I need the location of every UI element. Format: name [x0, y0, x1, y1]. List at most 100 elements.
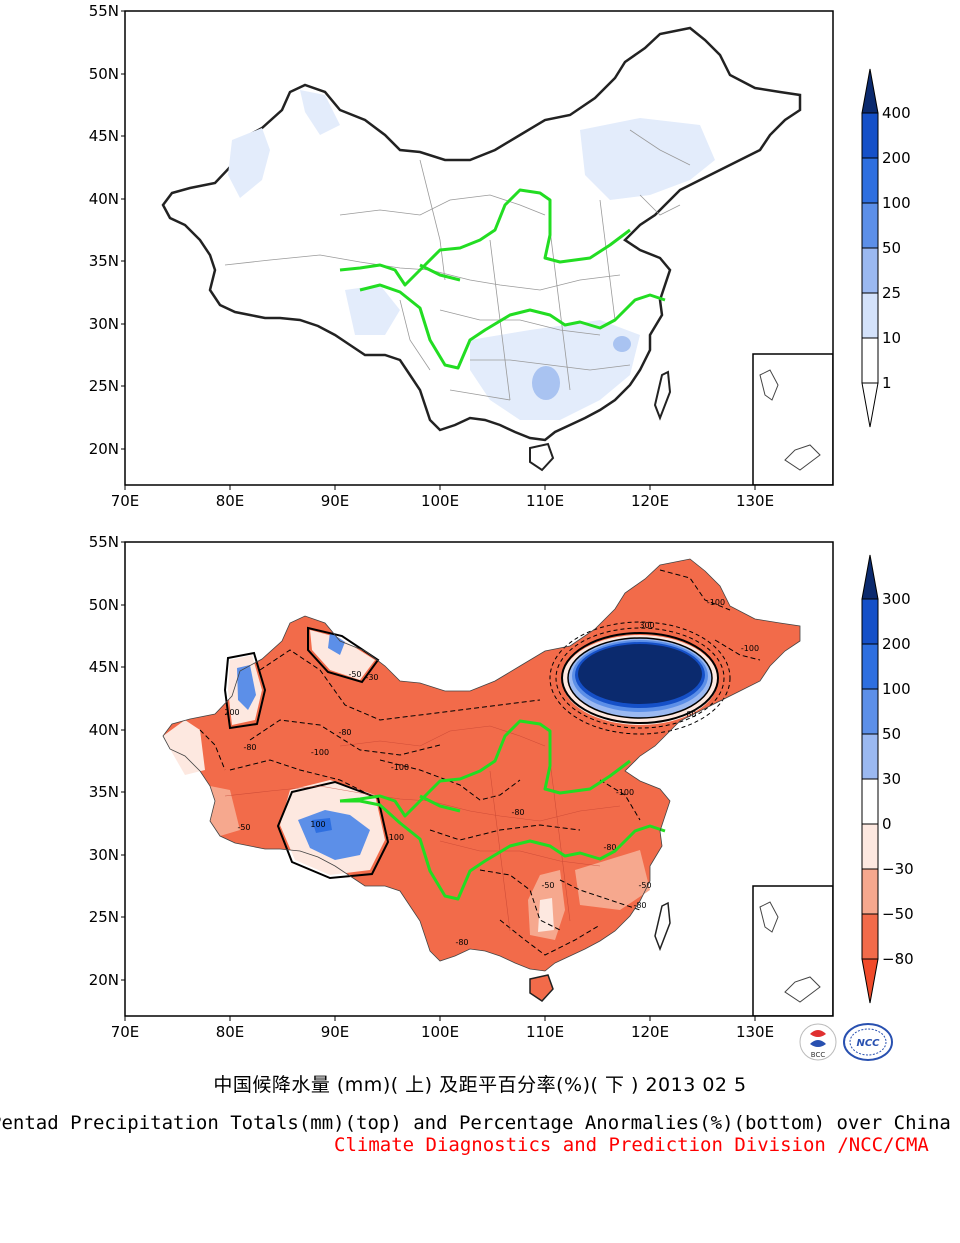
colorbar-segment [861, 823, 879, 870]
yellow-river [339, 188, 631, 287]
colorbar-segment [861, 913, 879, 960]
top-lon-label: 110E [526, 492, 564, 510]
colorbar-label: 25 [882, 284, 901, 302]
caption-organization: Climate Diagnostics and Prediction Divis… [334, 1134, 929, 1156]
bottom-lon-label: 130E [736, 1023, 774, 1041]
bottom-lat-axis: 55N 50N 45N 40N 35N 30N 25N 20N [89, 533, 119, 989]
colorbar-segment [861, 733, 879, 780]
bottom-lat-label: 35N [89, 783, 119, 801]
rivers [339, 719, 666, 901]
caption-chinese: 中国候降水量 (mm)( 上) 及距平百分率(%)( 下 ) 2013 02 5 [213, 1074, 747, 1096]
colorbar-segment [861, 688, 879, 735]
colorbar-label: 50 [882, 239, 901, 257]
china-outline [162, 558, 801, 972]
anomaly-light [163, 630, 650, 940]
bottom-lat-label: 30N [89, 846, 119, 864]
top-lon-label: 100E [421, 492, 459, 510]
contour-label: -50 [348, 670, 361, 679]
contour-label: -50 [541, 881, 554, 890]
colorbar-bottom-arrow [861, 958, 879, 1004]
colorbar-label: −50 [882, 905, 914, 923]
top-lat-label: 45N [89, 127, 119, 145]
colorbar-segment [861, 598, 879, 645]
top-lat-label: 40N [89, 190, 119, 208]
top-lat-label: 20N [89, 440, 119, 458]
bottom-map-frame [124, 541, 834, 1017]
colorbar-bottom-arrow [861, 382, 879, 428]
yangtze-river [340, 799, 666, 901]
colorbar-label: 200 [882, 149, 911, 167]
contour-label: 300 [639, 621, 654, 630]
top-lat-axis: 55N 50N 45N 40N 35N 30N 25N 20N [89, 2, 119, 458]
colorbar-label: 400 [882, 104, 911, 122]
bottom-lat-label: 40N [89, 721, 119, 739]
bottom-inset-box [752, 885, 833, 1016]
bottom-lon-label: 90E [321, 1023, 350, 1041]
china-anomaly-fill [163, 559, 800, 971]
bottom-lon-label: 100E [421, 1023, 459, 1041]
bottom-lat-label: 50N [89, 596, 119, 614]
top-precip-shading [228, 90, 715, 420]
anomaly-contours [199, 569, 761, 956]
colorbar-label: 30 [882, 770, 901, 788]
contour-label: -80 [603, 843, 616, 852]
province-borders [224, 725, 621, 932]
contour-label: 200 [224, 708, 239, 717]
contour-label: -80 [633, 901, 646, 910]
bottom-lat-label: 45N [89, 658, 119, 676]
contour-label: -100 [741, 644, 759, 653]
ncc-logo: NCC [843, 1023, 893, 1061]
contour-label: -80 [511, 808, 524, 817]
colorbar-segment [861, 868, 879, 915]
contour-label: -80 [455, 938, 468, 947]
contour-label: -30 [365, 673, 378, 682]
contour-label: -100 [391, 763, 409, 772]
colorbar-label: 10 [882, 329, 901, 347]
taiwan-island [653, 370, 672, 421]
colorbar-label: 0 [882, 815, 892, 833]
contour-label: -100 [707, 598, 725, 607]
colorbar-label: −30 [882, 860, 914, 878]
bottom-lon-label: 70E [111, 1023, 140, 1041]
top-lat-label: 25N [89, 377, 119, 395]
top-lon-axis: 70E 80E 90E 100E 110E 120E 130E [111, 492, 774, 510]
top-map: 55N 50N 45N 40N 35N 30N 25N 20N 70E 80E … [89, 2, 911, 510]
contour-label: -80 [243, 743, 256, 752]
top-lon-label: 120E [631, 492, 669, 510]
colorbar-segment [861, 157, 879, 204]
colorbar-label: 300 [882, 590, 911, 608]
colorbar-segment [861, 112, 879, 159]
colorbar-label: −80 [882, 950, 914, 968]
colorbar-label: 1 [882, 374, 892, 392]
hainan-island [529, 974, 554, 1002]
colorbar-segment [861, 337, 879, 384]
bcc-logo: BCC [799, 1023, 837, 1061]
contour-label: 100 [310, 820, 325, 829]
taiwan-island [654, 901, 671, 952]
bottom-map: 55N 50N 45N 40N 35N 30N 25N 20N 70E 80E … [89, 533, 914, 1041]
colorbar-label: 50 [882, 725, 901, 743]
colorbar-segment [861, 292, 879, 339]
top-precip-shading-mid [532, 336, 631, 400]
top-lon-label: 80E [216, 492, 245, 510]
colorbar-label: 100 [882, 680, 911, 698]
contour-label: -50 [237, 823, 250, 832]
colorbar-segment [861, 202, 879, 249]
contour-label-group: -100 -80 -80 -100 -80 -100 -80 -50 -50 -… [224, 598, 759, 947]
top-lat-label: 50N [89, 65, 119, 83]
colorbar-segment [861, 778, 879, 825]
bottom-lat-label: 20N [89, 971, 119, 989]
bottom-lon-label: 80E [216, 1023, 245, 1041]
contour-label: -100 [386, 833, 404, 842]
colorbar-segment [861, 247, 879, 294]
contour-label: -100 [311, 748, 329, 757]
colorbar-label: 100 [882, 194, 911, 212]
bottom-lat-label: 55N [89, 533, 119, 551]
colorbar-top-arrow [861, 68, 879, 114]
colorbar-top-arrow [861, 554, 879, 600]
bottom-lon-label: 110E [526, 1023, 564, 1041]
top-lat-label: 55N [89, 2, 119, 20]
top-map-frame [124, 10, 834, 486]
bottom-lat-label: 25N [89, 908, 119, 926]
top-lat-label: 30N [89, 315, 119, 333]
